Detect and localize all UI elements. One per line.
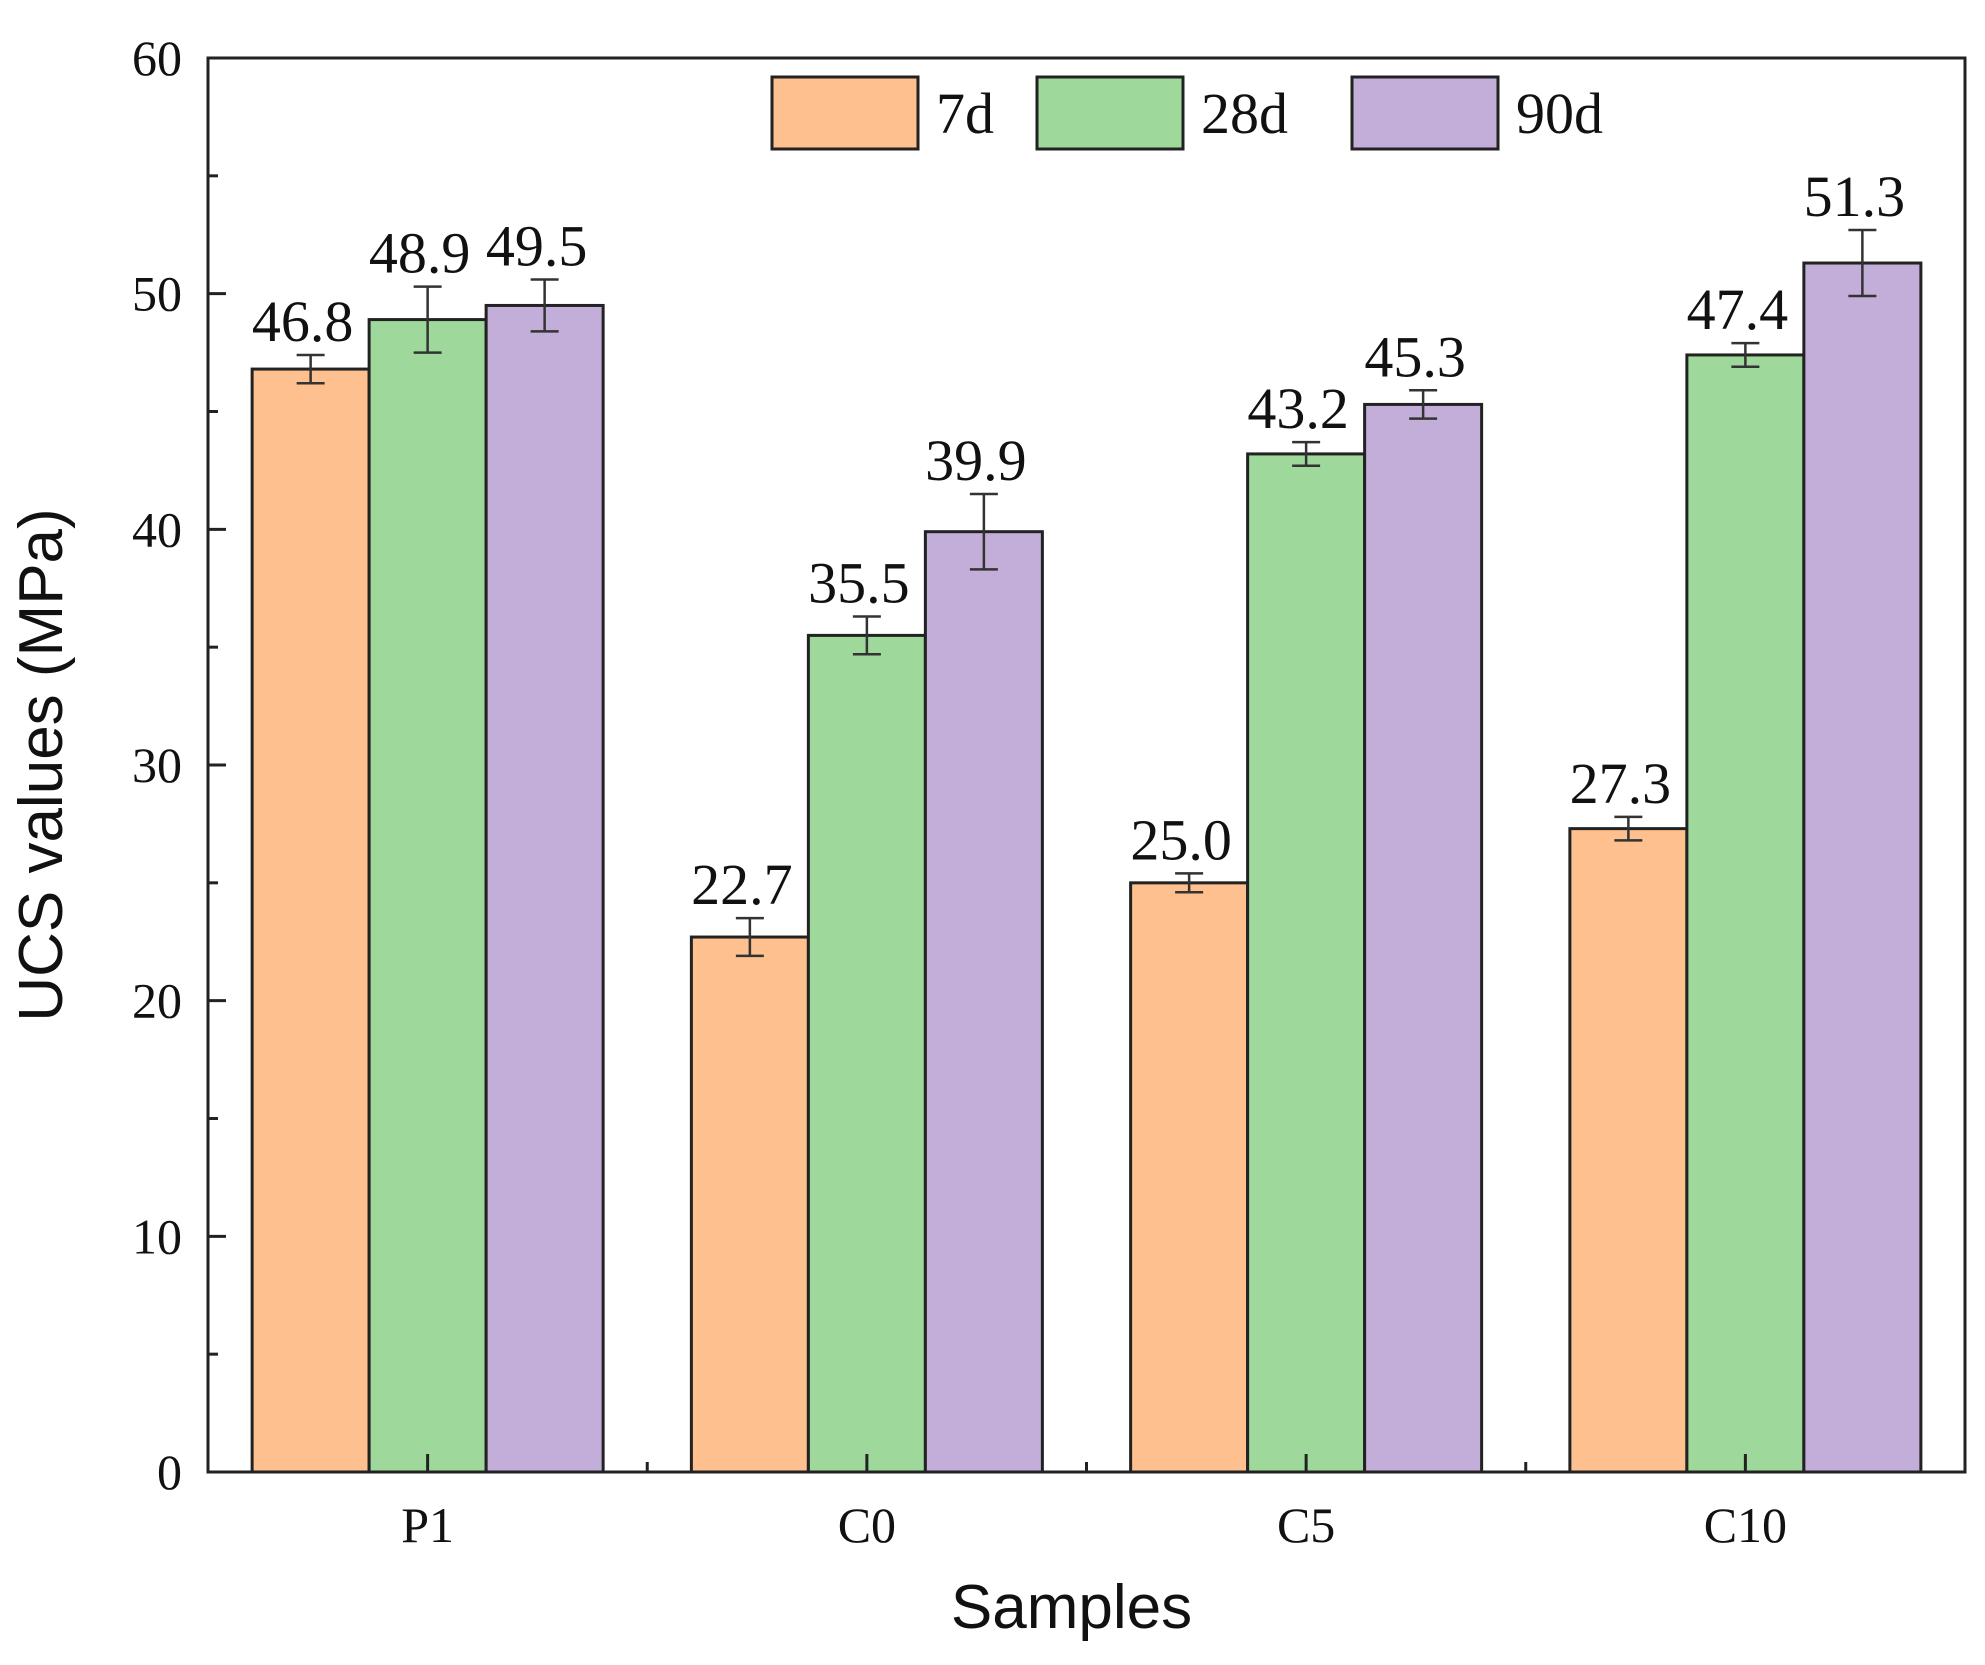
y-tick-label-40: 40 <box>132 501 182 557</box>
bar-C10-28d <box>1685 353 1806 1474</box>
bar-P1-28d <box>367 318 488 1474</box>
legend-label-90d: 90d <box>1516 81 1603 146</box>
bars-layer <box>250 261 1923 1474</box>
x-tick-label-C5: C5 <box>1277 1497 1335 1553</box>
data-label-C10-90d: 51.3 <box>1804 164 1906 229</box>
bar-C10-90d <box>1802 261 1923 1474</box>
bar-C0-90d <box>923 530 1044 1474</box>
data-label-C5-90d: 45.3 <box>1364 324 1466 389</box>
y-tick-label-60: 60 <box>132 30 182 86</box>
data-label-C0-7d: 22.7 <box>691 852 793 917</box>
data-label-P1-7d: 46.8 <box>252 289 354 354</box>
data-label-C10-7d: 27.3 <box>1570 751 1672 816</box>
legend-swatch-28d <box>1035 75 1185 151</box>
x-axis: P1 C0 C5 C10 <box>401 1454 1787 1553</box>
legend-label-28d: 28d <box>1201 81 1288 146</box>
data-label-C5-28d: 43.2 <box>1247 376 1349 441</box>
bar-P1-7d <box>250 367 371 1474</box>
x-tick-label-P1: P1 <box>401 1497 454 1553</box>
legend-swatch-7d <box>770 75 920 151</box>
bar-C0-28d <box>806 633 927 1474</box>
x-axis-title: Samples <box>951 1573 1192 1642</box>
y-axis-title: UCS values (MPa) <box>7 508 76 1021</box>
y-tick-label-30: 30 <box>132 737 182 793</box>
x-tick-label-C0: C0 <box>838 1497 896 1553</box>
data-label-P1-28d: 48.9 <box>369 221 471 286</box>
y-tick-label-10: 10 <box>132 1208 182 1264</box>
legend: 7d 28d 90d <box>770 75 1603 151</box>
y-tick-label-0: 0 <box>157 1444 182 1500</box>
bar-C5-90d <box>1363 402 1484 1474</box>
y-tick-label-20: 20 <box>132 973 182 1029</box>
legend-label-7d: 7d <box>936 81 994 146</box>
bar-C0-7d <box>689 935 810 1474</box>
data-labels-layer: 46.848.9 49.5 22.7 35.539.9 25.0 43.245.3 27.3… <box>252 164 1905 917</box>
bar-C5-7d <box>1129 881 1250 1474</box>
errorbars-layer <box>296 228 1877 958</box>
data-label-C0-90d: 39.9 <box>925 428 1027 493</box>
data-label-C10-28d: 47.4 <box>1687 277 1789 342</box>
legend-swatch-90d <box>1350 75 1500 151</box>
y-tick-label-50: 50 <box>132 266 182 322</box>
data-label-C5-7d: 25.0 <box>1130 807 1232 872</box>
x-tick-label-C10: C10 <box>1704 1497 1787 1553</box>
bar-C10-7d <box>1568 827 1689 1474</box>
bar-C5-28d <box>1246 452 1367 1474</box>
data-label-C0-28d: 35.5 <box>808 551 910 616</box>
bar-P1-90d <box>484 303 605 1474</box>
y-axis: 0 10 20 30 40 50 60 <box>132 30 226 1500</box>
data-label-P1-90d: 49.5 <box>486 214 588 279</box>
